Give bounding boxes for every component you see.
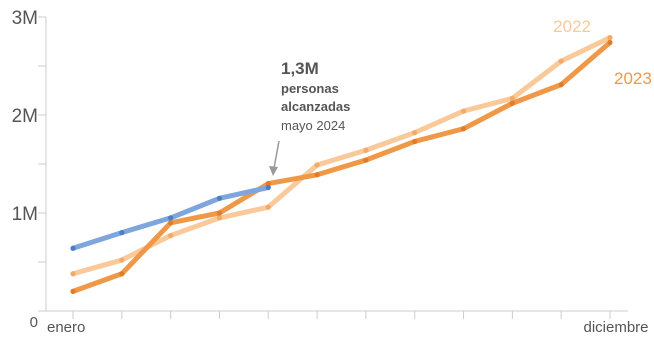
data-point — [314, 172, 320, 178]
annotation: 1,3M personas alcanzadas mayo 2024 — [269, 59, 350, 176]
data-point — [168, 215, 174, 221]
series-labels: 2022 2023 — [553, 17, 652, 88]
y-tick-label: 2M — [12, 106, 38, 127]
data-point — [558, 58, 564, 64]
data-point — [363, 157, 369, 163]
data-point — [216, 210, 223, 216]
data-point — [119, 230, 125, 236]
data-point — [607, 39, 613, 46]
data-point — [265, 181, 271, 187]
data-point — [70, 245, 76, 251]
data-point — [412, 130, 418, 136]
data-point — [216, 195, 223, 201]
data-point — [314, 162, 320, 168]
series-line-2023 — [70, 39, 613, 294]
data-point — [70, 271, 76, 277]
annotation-date: mayo 2024 — [281, 118, 345, 133]
annotation-line-2: alcanzadas — [281, 99, 350, 114]
data-point — [119, 271, 125, 277]
data-point — [168, 220, 174, 226]
annotation-arrow-head — [269, 166, 278, 176]
data-point — [607, 34, 613, 41]
series-label-2022: 2022 — [553, 17, 591, 36]
series-label-2023: 2023 — [614, 69, 652, 88]
data-point — [509, 100, 515, 106]
y-tick-label: 0 — [30, 314, 38, 331]
y-tick-label: 1M — [12, 204, 38, 225]
data-point — [216, 215, 223, 221]
data-point — [265, 204, 271, 210]
data-point — [119, 257, 125, 263]
annotation-line-1: personas — [281, 81, 339, 96]
data-point — [460, 126, 467, 132]
axes: 0 1M 2M 3M enero diciembre — [12, 8, 649, 336]
data-points — [70, 34, 613, 294]
data-point — [558, 82, 564, 88]
x-tick-label: diciembre — [583, 319, 648, 336]
series-line-2022 — [70, 35, 613, 277]
data-point — [70, 288, 76, 294]
data-point — [460, 108, 467, 114]
series-lines — [70, 35, 613, 294]
y-tick-label: 3M — [12, 8, 38, 29]
annotation-value: 1,3M — [281, 59, 319, 78]
data-point — [509, 95, 515, 101]
data-point — [168, 232, 174, 239]
data-point — [265, 184, 271, 191]
annotation-arrow-line — [273, 140, 280, 169]
data-point — [363, 147, 369, 153]
x-tick-label: enero — [47, 319, 85, 336]
data-point — [412, 138, 418, 145]
